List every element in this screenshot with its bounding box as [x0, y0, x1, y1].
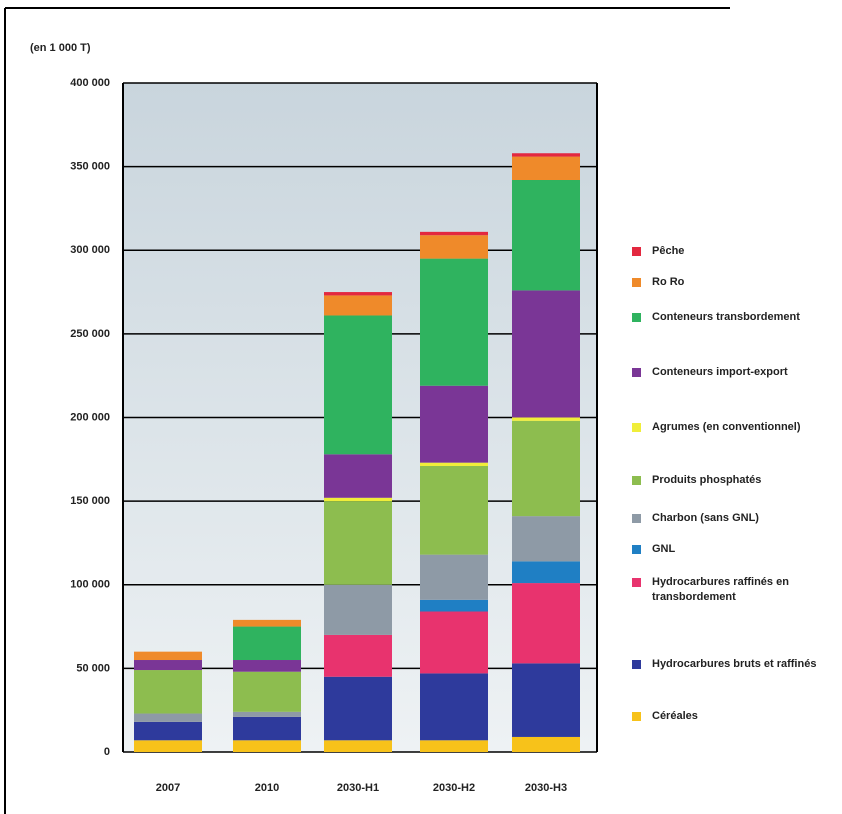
bar-segment — [420, 599, 488, 612]
legend-label: Céréales — [652, 710, 698, 722]
bar-segment — [134, 713, 202, 722]
legend-swatch — [632, 514, 641, 523]
x-tick-label: 2030-H1 — [337, 782, 379, 794]
bar-segment — [512, 583, 580, 664]
bar-segment — [420, 554, 488, 600]
bar-segment — [420, 385, 488, 463]
legend-label: Hydrocarbures bruts et raffinés — [652, 658, 817, 670]
bar-segment — [420, 466, 488, 555]
bar-segment — [134, 660, 202, 671]
bar-segment — [420, 673, 488, 741]
bar-segment — [512, 290, 580, 418]
bar-segment — [324, 740, 392, 752]
bar-segment — [420, 611, 488, 674]
x-tick-label: 2010 — [255, 782, 279, 794]
legend-item: Conteneurs transbordement — [632, 310, 837, 325]
bar-segment — [420, 462, 488, 467]
bar-segment — [512, 180, 580, 291]
bar-segment — [233, 711, 301, 717]
bar-segment — [420, 231, 488, 236]
bar-segment — [324, 497, 392, 502]
bar-segment — [233, 671, 301, 712]
bar-segment — [512, 156, 580, 181]
bar-segment — [324, 295, 392, 316]
legend-swatch — [632, 545, 641, 554]
legend-label: Hydrocarbures raffinés en transbordement — [652, 576, 789, 603]
bar-segment — [512, 663, 580, 737]
legend-item: Ro Ro — [632, 275, 837, 290]
bar-segment — [233, 619, 301, 627]
legend-item: GNL — [632, 542, 837, 557]
legend-swatch — [632, 278, 641, 287]
y-tick-label: 400 000 — [70, 77, 110, 89]
legend-item: Pêche — [632, 244, 837, 259]
legend-label: Ro Ro — [652, 276, 685, 288]
bars — [134, 153, 580, 752]
bar-segment — [324, 501, 392, 585]
bar-segment — [233, 660, 301, 672]
bar-segment — [233, 740, 301, 752]
legend-swatch — [632, 476, 641, 485]
y-tick-label: 250 000 — [70, 328, 110, 340]
y-tick-label: 350 000 — [70, 161, 110, 173]
legend-swatch — [632, 660, 641, 669]
legend-swatch — [632, 368, 641, 377]
bar-segment — [420, 235, 488, 259]
legend-label: Charbon (sans GNL) — [652, 512, 759, 524]
legend-item: Hydrocarbures bruts et raffinés — [632, 657, 837, 672]
legend-label: Produits phosphatés — [652, 474, 762, 486]
legend-swatch — [632, 423, 641, 432]
legend-item: Céréales — [632, 709, 837, 724]
bar-segment — [324, 292, 392, 296]
legend-swatch — [632, 313, 641, 322]
legend-label: Agrumes (en conventionnel) — [652, 421, 801, 433]
bar-segment — [324, 315, 392, 455]
bar-segment — [420, 258, 488, 386]
bar-segment — [512, 516, 580, 562]
unit-label: (en 1 000 T) — [30, 42, 91, 54]
bar-segment — [512, 736, 580, 752]
bar-segment — [134, 740, 202, 752]
bar-segment — [324, 676, 392, 741]
bar-segment — [420, 740, 488, 752]
bar-segment — [233, 716, 301, 741]
bar-segment — [134, 670, 202, 714]
legend-label: Conteneurs transbordement — [652, 311, 800, 323]
legend-item: Produits phosphatés — [632, 473, 837, 488]
bar-segment — [134, 651, 202, 661]
bar-segment — [324, 634, 392, 677]
legend-item: Hydrocarbures raffinés en transbordement — [632, 575, 837, 605]
y-tick-label: 50 000 — [76, 662, 110, 674]
x-tick-label: 2030-H2 — [433, 782, 475, 794]
legend-label: GNL — [652, 543, 676, 555]
x-tick-label: 2030-H3 — [525, 782, 567, 794]
legend-swatch — [632, 247, 641, 256]
bar-segment — [134, 721, 202, 741]
legend-label: Conteneurs import-export — [652, 366, 788, 378]
y-tick-label: 100 000 — [70, 579, 110, 591]
legend-item: Conteneurs import-export — [632, 365, 837, 380]
legend-swatch — [632, 712, 641, 721]
bar-segment — [512, 153, 580, 157]
y-tick-label: 300 000 — [70, 244, 110, 256]
x-tick-label: 2007 — [156, 782, 180, 794]
y-tick-label: 200 000 — [70, 411, 110, 423]
bar-segment — [233, 626, 301, 661]
legend-item: Charbon (sans GNL) — [632, 511, 837, 526]
y-tick-label: 0 — [104, 746, 110, 758]
legend-item: Agrumes (en conventionnel) — [632, 420, 837, 435]
bar-segment — [324, 584, 392, 635]
bar-segment — [512, 417, 580, 421]
bar-segment — [512, 561, 580, 584]
legend-label: Pêche — [652, 245, 685, 257]
labels: 0 50 000 100 000 150 000 200 000 250 000 300 0… — [70, 77, 567, 794]
y-tick-label: 150 000 — [70, 495, 110, 507]
bar-segment — [324, 454, 392, 498]
legend-swatch — [632, 578, 641, 587]
bar-segment — [512, 420, 580, 517]
